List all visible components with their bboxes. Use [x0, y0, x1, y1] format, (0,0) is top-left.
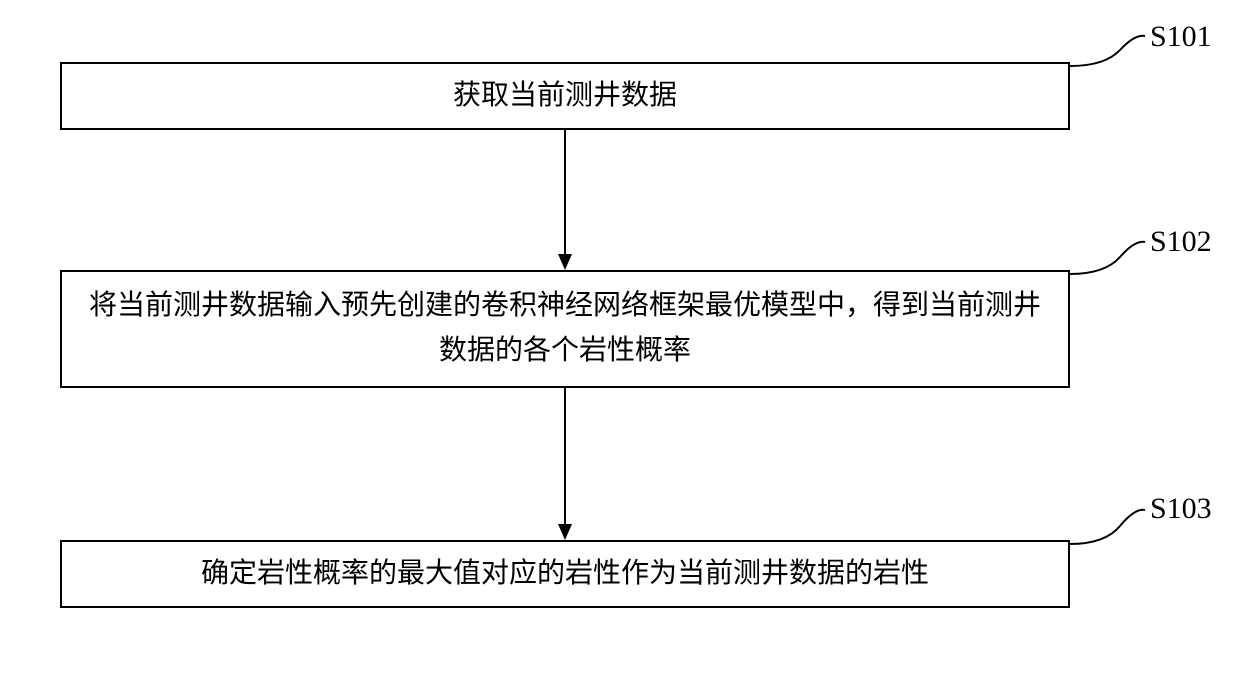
step-box-s102: 将当前测井数据输入预先创建的卷积神经网络框架最优模型中，得到当前测井数据的各个岩…: [60, 270, 1070, 388]
step-box-s101: 获取当前测井数据: [60, 62, 1070, 130]
callout-curve-s102: [1070, 225, 1150, 278]
step-label-s101: S101: [1150, 20, 1212, 54]
step-text-s103: 确定岩性概率的最大值对应的岩性作为当前测井数据的岩性: [201, 552, 929, 597]
step-label-s102: S102: [1150, 225, 1212, 259]
callout-curve-s101: [1070, 20, 1150, 70]
step-box-s103: 确定岩性概率的最大值对应的岩性作为当前测井数据的岩性: [60, 540, 1070, 608]
callout-curve-s103: [1070, 492, 1150, 548]
step-text-s101: 获取当前测井数据: [453, 74, 677, 119]
arrow-s102-s103: [555, 388, 575, 540]
step-text-s102: 将当前测井数据输入预先创建的卷积神经网络框架最优模型中，得到当前测井数据的各个岩…: [82, 284, 1048, 374]
arrow-s101-s102: [555, 130, 575, 270]
step-label-s103: S103: [1150, 492, 1212, 526]
